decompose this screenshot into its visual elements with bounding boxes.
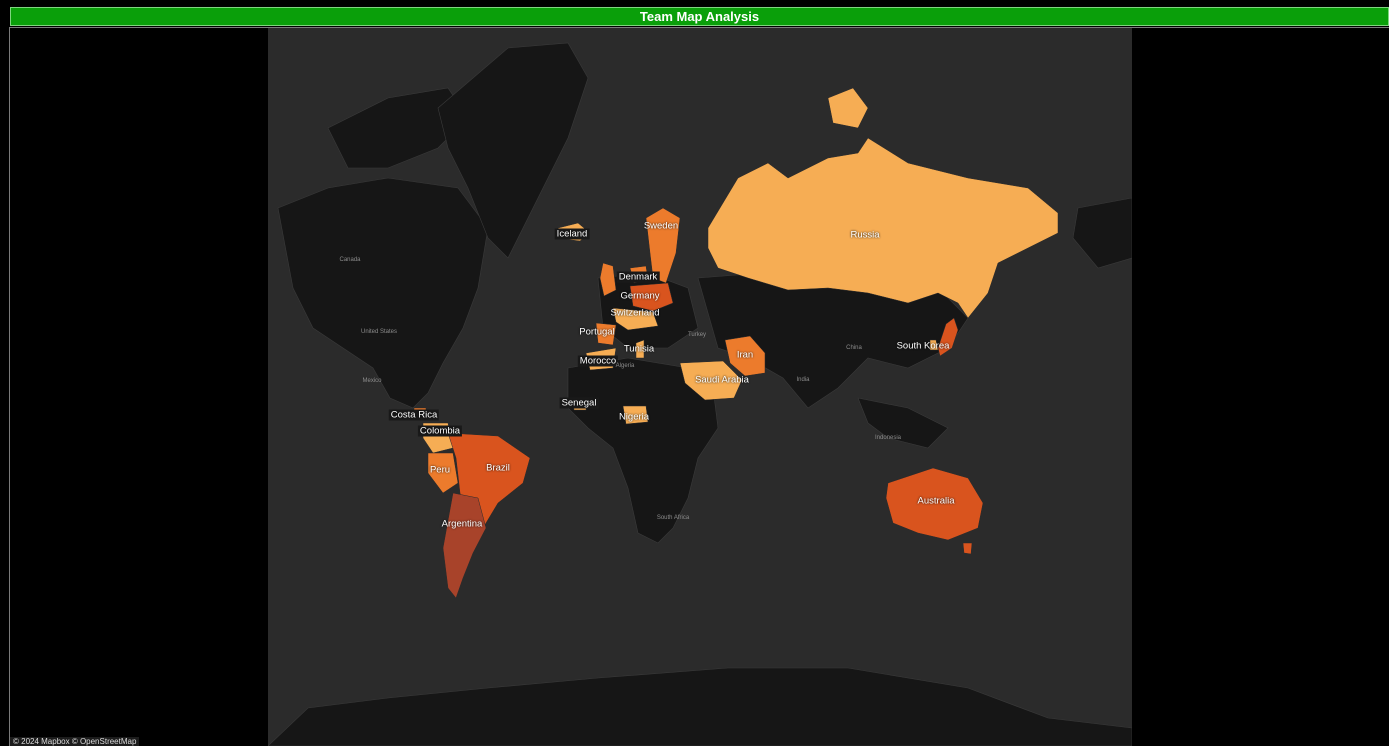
basemap-label-united-states: United States	[360, 329, 398, 335]
country-shape-peru	[427, 452, 459, 494]
country-shape-switzerland	[612, 307, 659, 331]
basemap-label-mexico: Mexico	[362, 378, 382, 384]
country-shape-japan	[937, 317, 959, 357]
label-nigeria: Nigeria	[618, 411, 650, 423]
country-shape-tunisia	[635, 339, 645, 359]
map-canvas[interactable]	[268, 28, 1132, 746]
label-australia: Australia	[917, 495, 955, 507]
landmass-antarctica	[268, 667, 1132, 746]
label-senegal: Senegal	[559, 397, 599, 409]
country-shape-portugal	[595, 322, 617, 346]
label-portugal: Portugal	[579, 326, 615, 338]
label-switzerland: Switzerland	[610, 307, 660, 319]
label-south-korea: South Korea	[896, 340, 950, 352]
country-shape-russia	[707, 137, 1059, 319]
country-shape-nigeria	[622, 405, 649, 425]
label-germany: Germany	[620, 290, 660, 302]
label-peru: Peru	[429, 464, 451, 476]
label-iran: Iran	[736, 349, 754, 361]
label-tunisia: Tunisia	[623, 343, 655, 355]
basemap-label-india: India	[796, 377, 810, 383]
basemap-label-south-africa: South Africa	[656, 515, 690, 521]
label-sweden: Sweden	[643, 220, 679, 232]
basemap-label-canada: Canada	[339, 257, 361, 263]
country-shape-saudi-arabia	[679, 360, 743, 401]
country-shape-germany	[629, 282, 674, 312]
label-morocco: Morocco	[577, 355, 619, 367]
viz-frame	[9, 27, 1389, 746]
landmass-north-america	[277, 177, 489, 409]
country-shape-argentina	[442, 492, 487, 599]
basemap-label-indonesia: Indonesia	[874, 435, 902, 441]
label-colombia: Colombia	[417, 425, 463, 437]
landmass-alaska	[1072, 197, 1132, 269]
label-costa-rica: Costa Rica	[388, 409, 440, 421]
country-shape-tasmania	[962, 542, 973, 555]
country-shape-sweden	[645, 207, 681, 284]
country-shape-australia	[885, 467, 984, 541]
label-denmark: Denmark	[616, 271, 660, 283]
label-argentina: Argentina	[441, 518, 483, 530]
map-attribution[interactable]: © 2024 Mapbox © OpenStreetMap	[10, 737, 140, 746]
label-saudi-arabia: Saudi Arabia	[695, 374, 749, 386]
basemap-label-algeria: Algeria	[615, 363, 635, 369]
world-map[interactable]: Russia Iceland Sweden Denmark Germany Sw…	[268, 28, 1132, 746]
country-shape-uk	[599, 262, 617, 297]
country-shape-south-korea	[929, 339, 939, 351]
dashboard-title: Team Map Analysis	[10, 7, 1389, 26]
country-shape-iran	[724, 335, 766, 377]
label-brazil: Brazil	[486, 462, 510, 474]
landmass-greenland	[437, 42, 589, 259]
basemap-label-turkey: Turkey	[687, 332, 707, 338]
country-shape-russia-north	[827, 87, 869, 129]
label-russia: Russia	[850, 229, 880, 241]
landmass-southeast-asia	[857, 397, 949, 449]
label-iceland: Iceland	[554, 228, 590, 240]
basemap-label-china: China	[846, 345, 862, 351]
